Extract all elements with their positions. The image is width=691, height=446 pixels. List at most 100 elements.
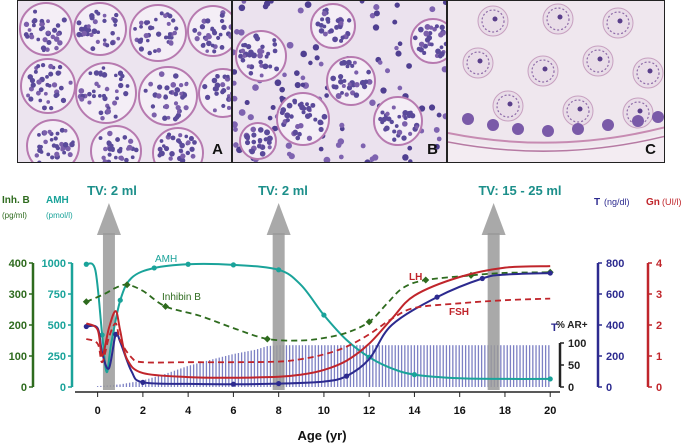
lh-series-label: LH [409,272,422,283]
axis-tick-label: 400 [606,320,624,332]
inhibin-b-series-label: Inhibin B [162,292,201,303]
axis-tick-label: 300 [9,289,27,301]
x-tick-label: 20 [544,405,556,417]
x-tick-label: 6 [230,405,236,417]
testosterone-point [276,380,282,387]
axis-tick-label: 0 [21,382,27,394]
testosterone-axis: 0 200 400 600 800 [596,258,624,394]
fsh-series-label: FSH [449,307,469,318]
axis-tick-label: 600 [606,289,624,301]
tv-arrow-head [266,203,291,235]
amh-point [117,297,123,303]
testosterone-point [83,323,89,330]
testosterone-point [547,270,553,276]
inhibin-b-point [263,335,271,343]
tv-label-3: TV: 15 - 25 ml [478,183,561,198]
testosterone-axis-title: T [594,197,600,208]
x-tick-label: 18 [499,405,511,417]
amh-point [185,261,191,267]
inhibin-b-point [162,302,170,310]
testosterone-axis-unit: (ng/dl) [604,197,630,207]
amh-axis-title: AMH [46,195,69,206]
axis-tick-label: 800 [606,258,624,270]
inhibin-b-axis-unit: (pg/ml) [2,211,27,220]
x-tick-label: 4 [185,405,192,417]
histology-panel-a: A [17,0,232,163]
ar-axis-title: % AR+ [556,320,588,331]
testosterone-point [434,294,440,300]
axis-tick-label: 0 [568,382,574,394]
axis-tick-label: 1 [656,351,662,363]
inhibin-b-point [467,271,475,279]
axis-tick-label: 400 [9,258,27,270]
testosterone-point [230,381,237,387]
axis-tick-label: 50 [568,360,580,372]
tv-arrow-head [481,203,506,235]
amh-point [151,265,157,271]
x-tick-label: 0 [95,405,101,417]
testosterone-point [113,331,119,337]
panel-label-b: B [427,141,438,158]
inhibin-b-point [82,298,90,306]
axis-tick-label: 3 [656,289,662,301]
axis-tick-label: 200 [606,351,624,363]
tv-arrow-shaft [272,233,285,390]
testosterone-point [479,275,485,282]
tv-label-2: TV: 2 ml [258,183,308,198]
x-tick-label: 8 [276,405,282,417]
axis-tick-label: 0 [60,382,66,394]
amh-axis: 0 250 500 750 1000 [42,258,74,394]
axis-tick-label: 750 [48,289,66,301]
amh-point [230,262,237,268]
x-tick-label: 12 [363,405,375,417]
histology-panel-c: C [447,0,665,163]
x-tick-label: 10 [318,405,330,417]
ar-axis: 0 50 100 [558,338,586,394]
axis-tick-label: 100 [9,351,27,363]
amh-point [547,376,553,382]
histology-image-a [18,1,231,162]
amh-point [276,267,282,273]
lh-line [85,265,551,379]
axis-tick-label: 500 [48,320,66,332]
amh-line [85,262,551,380]
inhibin-b-point [365,318,373,326]
inhibin-b-point [422,276,430,284]
axis-tick-label: 100 [568,338,586,350]
amh-point [83,261,89,267]
testosterone-point [140,379,146,385]
amh-point [321,312,327,318]
x-axis-label: Age (yr) [297,428,346,443]
histology-image-b [233,1,446,162]
amh-point [411,372,418,378]
axis-tick-label: 1000 [42,258,66,270]
tv-label-1: TV: 2 ml [87,183,137,198]
x-tick-label: 2 [140,405,146,417]
histology-image-c [448,1,664,162]
amh-series-label: AMH [155,254,177,265]
axis-tick-label: 4 [656,258,663,270]
histology-panel-b: B [232,0,447,163]
testosterone-point [343,373,350,379]
axis-tick-label: 0 [606,382,612,394]
inhibin-b-axis-title: Inh. B [2,195,30,206]
x-tick-label: 14 [408,405,421,417]
gonadotropin-axis: 0 1 2 3 4 [646,258,663,394]
axis-tick-label: 200 [9,320,27,332]
amh-axis-unit: (pmol/l) [46,211,73,220]
gonadotropin-axis-title: Gn [646,197,660,208]
x-axis-ticks: 0 2 4 6 8 10 12 14 16 18 20 [95,392,556,417]
inhibin-b-point [123,281,131,289]
chart-series [82,261,554,387]
amh-point [99,332,105,338]
x-tick-label: 16 [454,405,466,417]
tv-arrow-shaft [487,233,500,390]
axis-tick-label: 0 [656,382,662,394]
gonadotropin-axis-unit: (UI/l) [662,197,682,207]
panel-label-a: A [212,141,223,158]
tv-arrow-head [96,203,121,235]
inhibin-b-axis: 0 100 200 300 400 [9,258,35,394]
hormone-chart: 0 2 4 6 8 10 12 14 16 18 20 Age (yr) 0100200300400… [2,183,682,443]
panel-label-c: C [645,141,656,158]
testosterone-series-label: T [551,322,558,334]
